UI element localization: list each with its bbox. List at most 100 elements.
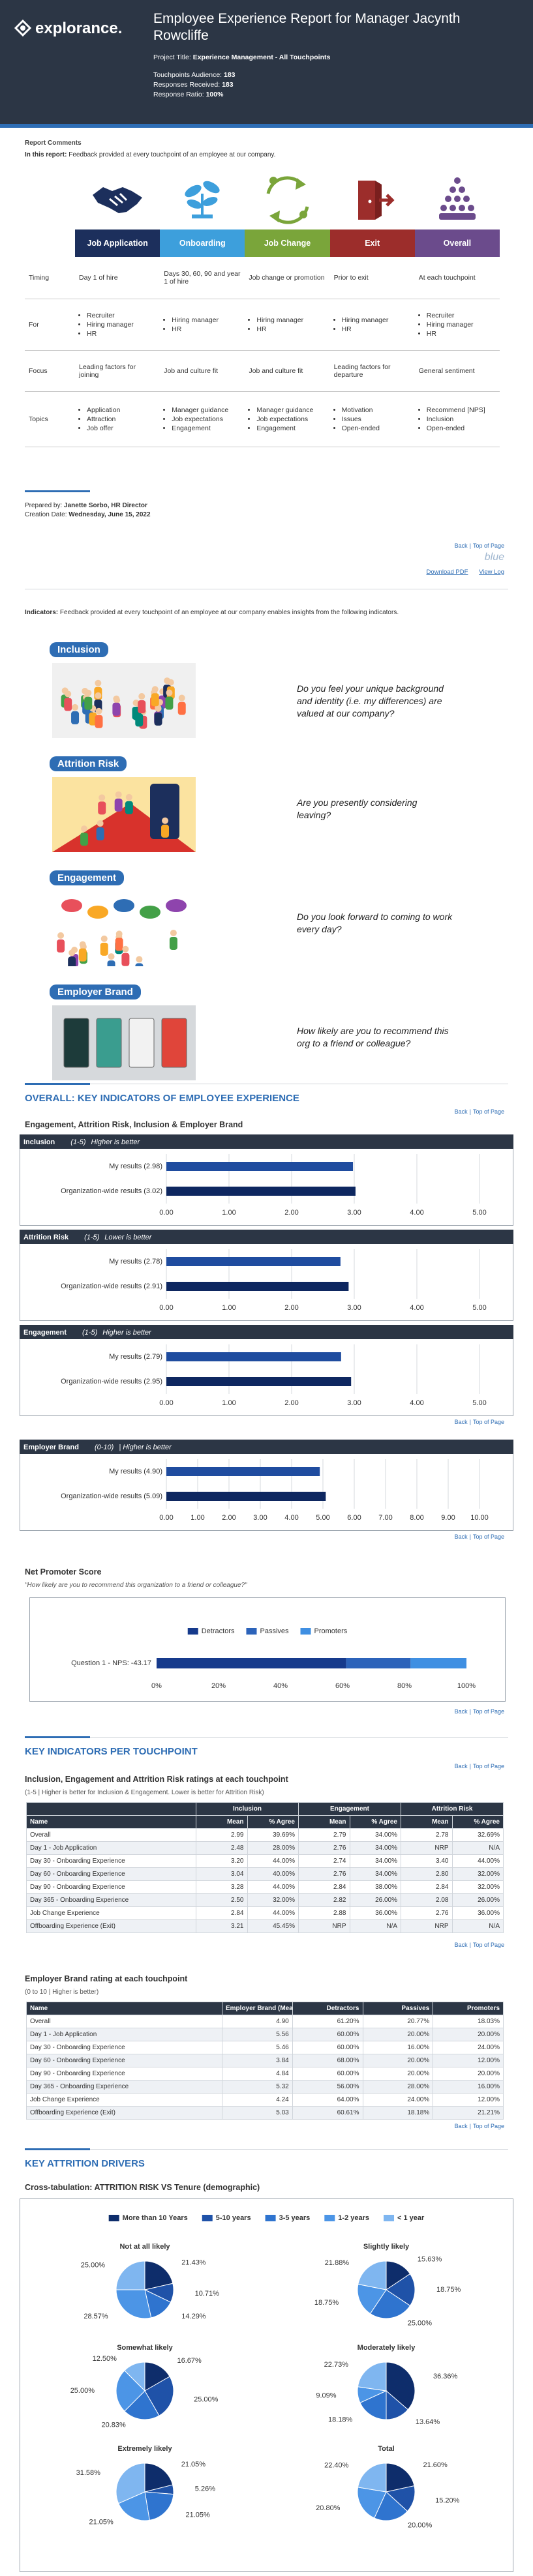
- back-link[interactable]: Back: [454, 542, 468, 549]
- illustration-person: [57, 939, 65, 953]
- table-cell: NRP: [401, 1841, 453, 1855]
- illustration-person: [115, 930, 123, 938]
- illustration-person: [151, 693, 159, 707]
- value-label: 22.73%: [324, 2361, 349, 2369]
- illustration-person: [125, 793, 132, 801]
- top-link[interactable]: Top of Page: [472, 1533, 504, 1540]
- value-label: 15.20%: [435, 2497, 460, 2505]
- table-cell: Offboarding Experience (Exit): [26, 1919, 196, 1933]
- group-header: Inclusion: [196, 1802, 299, 1816]
- top-link[interactable]: Top of Page: [472, 1419, 504, 1425]
- column-header: Name: [26, 1815, 196, 1829]
- nav-separator: |: [469, 1533, 471, 1540]
- top-link[interactable]: Top of Page: [472, 1763, 504, 1769]
- stat-row: Response Ratio: 100%: [153, 90, 236, 100]
- table-row: Overall 4.90 61.20% 20.77% 18.03%: [26, 2015, 504, 2028]
- back-link[interactable]: Back: [454, 2123, 468, 2129]
- back-link[interactable]: Back: [454, 1533, 468, 1540]
- stat-label: Response Ratio:: [153, 91, 204, 98]
- stat-label: Responses Received:: [153, 81, 221, 89]
- top-link[interactable]: Top of Page: [472, 2123, 504, 2129]
- top-link[interactable]: Top of Page: [472, 1942, 504, 1948]
- back-link[interactable]: Back: [454, 1108, 468, 1115]
- pie-slice: [386, 2273, 416, 2307]
- category-label: Organization-wide results (3.02): [61, 1187, 162, 1195]
- x-tick-label: 100%: [457, 1682, 476, 1690]
- illustration: [52, 777, 196, 852]
- top-link[interactable]: Top of Page: [472, 1108, 504, 1115]
- pie-title: Somewhat likely: [117, 2344, 173, 2352]
- section-heading: KEY INDICATORS PER TOUCHPOINT: [25, 1746, 198, 1757]
- table-cell: 20.77%: [362, 2015, 434, 2028]
- table-cell: 26.00%: [349, 1893, 401, 1907]
- x-tick-label: 2.00: [284, 1304, 298, 1312]
- x-tick-label: 0.00: [159, 1399, 173, 1407]
- touchpoint-cell: Day 1 of hire: [75, 257, 160, 299]
- table-cell: 32.00%: [451, 1880, 504, 1894]
- chart-title: Engagement: [23, 1329, 67, 1337]
- category-label: Organization-wide results (2.95): [61, 1378, 162, 1385]
- table-cell: N/A: [349, 1919, 401, 1933]
- illustration-shape: [150, 784, 179, 839]
- group-blank: [26, 1802, 196, 1816]
- download-pdf[interactable]: Download PDF: [426, 569, 468, 576]
- illustration-person: [136, 956, 143, 963]
- table-cell: Day 365 - Onboarding Experience: [26, 1893, 196, 1907]
- illustration-person: [100, 935, 108, 942]
- legend-swatch: [246, 1628, 257, 1635]
- illustration-person: [125, 801, 133, 814]
- indicator-badge: Attrition Risk: [50, 756, 127, 771]
- bullet-list: MotivationIssuesOpen-ended: [334, 406, 411, 433]
- legend-label: More than 10 Years: [123, 2214, 188, 2222]
- comments-text: Feedback provided at every touchpoint of…: [69, 151, 276, 158]
- table-cell: 20.00%: [362, 2028, 434, 2041]
- illustration-person: [57, 932, 65, 939]
- x-tick-label: 80%: [397, 1682, 412, 1690]
- chart-frame: [29, 1597, 506, 1702]
- value-label: 5.26%: [195, 2485, 215, 2493]
- back-link[interactable]: Back: [454, 1942, 468, 1948]
- illustration-shape: [87, 906, 108, 919]
- chart-scale: (1-5): [82, 1329, 98, 1337]
- cell-text: General sentiment: [418, 367, 475, 375]
- value-label: 18.75%: [314, 2299, 339, 2307]
- x-tick-label: 2.00: [284, 1399, 298, 1407]
- pie-slice: [386, 2361, 416, 2410]
- back-link[interactable]: Back: [454, 1763, 468, 1769]
- logo-text: explorance.: [35, 20, 123, 37]
- pie-slice: [144, 2463, 174, 2493]
- chart-title: Employer Brand: [23, 1443, 79, 1451]
- bullet-item: Open-ended: [427, 424, 496, 433]
- column-header: % Agree: [451, 1815, 504, 1829]
- nav-links: Back | Top of Page: [453, 1942, 504, 1948]
- x-tick-label: 4.00: [410, 1399, 423, 1407]
- date-line: Creation Date: Wednesday, June 15, 2022: [25, 511, 151, 518]
- table-cell: 24.00%: [362, 2093, 434, 2107]
- table-row: Day 365 - Onboarding Experience 2.50 32.00…: [26, 1893, 504, 1907]
- table-cell: Overall: [26, 2015, 222, 2028]
- icon-exit: [358, 181, 395, 220]
- back-link[interactable]: Back: [454, 1419, 468, 1425]
- header-rule: [0, 124, 533, 128]
- comments-label: In this report:: [25, 151, 67, 158]
- nav-separator: |: [469, 1942, 471, 1948]
- value-label: 28.57%: [84, 2313, 108, 2320]
- top-link[interactable]: Top of Page: [472, 542, 504, 549]
- pie-title: Slightly likely: [363, 2243, 410, 2251]
- bullet-list: RecruiterHiring managerHR: [79, 311, 156, 338]
- chart-frame: [20, 1230, 513, 1321]
- illustration-person: [165, 696, 174, 710]
- table-cell: Day 60 - Onboarding Experience: [26, 1867, 196, 1881]
- row-label: For: [25, 299, 75, 351]
- touchpoint-row: Timing Day 1 of hire Days 30, 60, 90 and y…: [25, 257, 500, 299]
- value-label: 21.88%: [325, 2259, 350, 2267]
- view-log[interactable]: View Log: [479, 569, 504, 576]
- bullet-item: HR: [256, 325, 326, 334]
- column-header: Mean: [401, 1815, 453, 1829]
- top-link[interactable]: Top of Page: [472, 1708, 504, 1715]
- table-cell: 4.24: [222, 2093, 293, 2107]
- table-row: Day 60 - Onboarding Experience 3.84 68.00%…: [26, 2054, 504, 2067]
- back-link[interactable]: Back: [454, 1708, 468, 1715]
- illustration-person: [99, 794, 106, 801]
- x-tick-label: 4.00: [410, 1304, 423, 1312]
